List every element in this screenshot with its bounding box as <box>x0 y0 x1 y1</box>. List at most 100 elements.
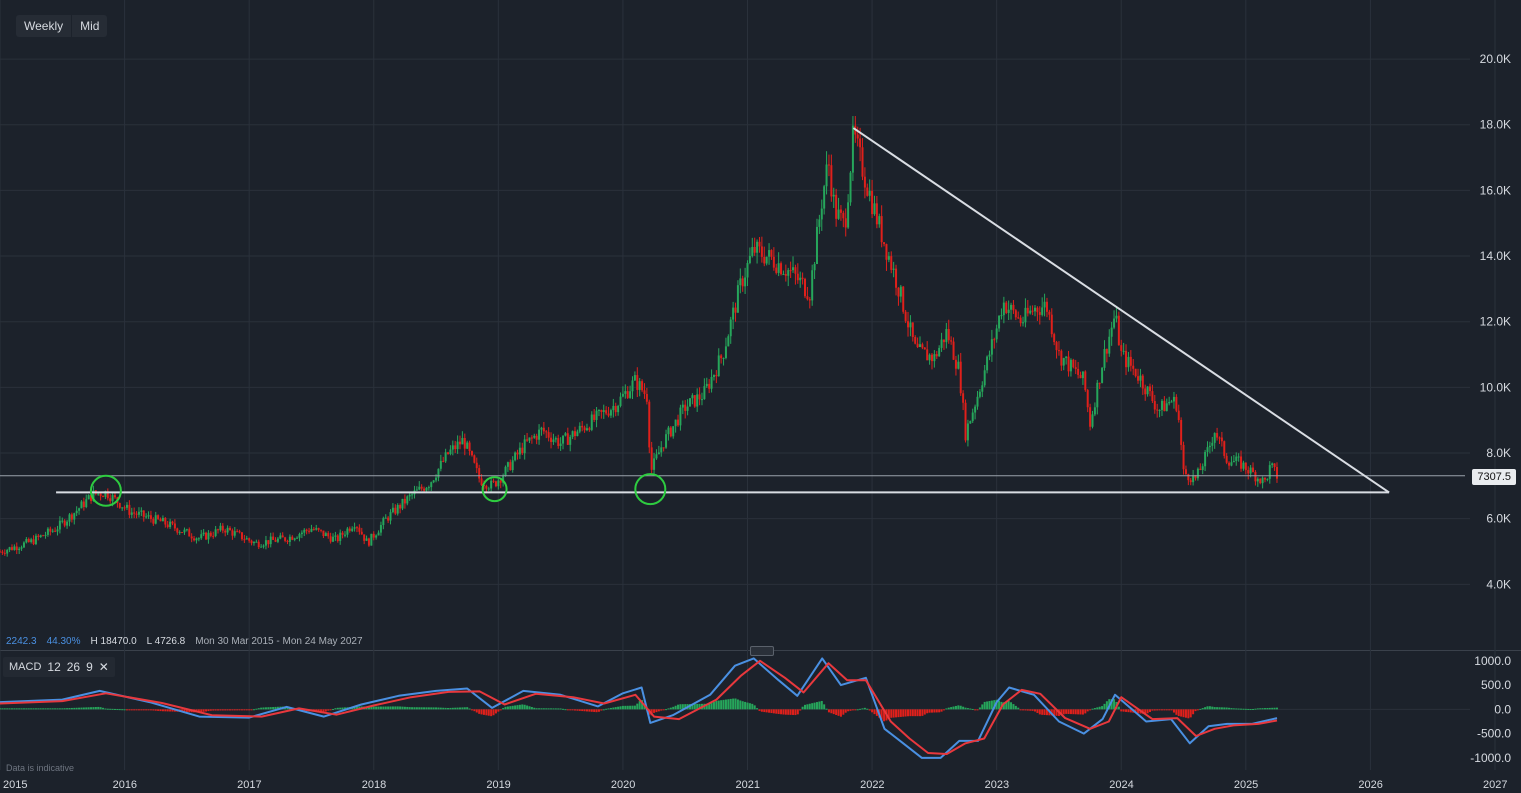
macd-histogram-bar <box>947 707 950 710</box>
candle-body <box>945 328 948 343</box>
macd-histogram-bar <box>641 700 644 710</box>
candle-body <box>1120 345 1123 351</box>
candle-body <box>178 532 181 534</box>
macd-histogram-bar <box>1079 709 1082 715</box>
macd-histogram-bar <box>540 708 543 710</box>
candle-body <box>1057 350 1060 352</box>
macd-histogram-bar <box>159 709 162 712</box>
candle-body <box>54 530 57 532</box>
candle-body <box>58 520 61 530</box>
candle-body <box>1225 455 1228 463</box>
x-tick-label: 2022 <box>860 779 884 791</box>
candle-body <box>375 535 378 538</box>
candle-body <box>650 447 653 470</box>
candle-body <box>827 164 830 166</box>
candle-body <box>1043 301 1046 308</box>
candle-body <box>485 485 488 489</box>
macd-histogram-bar <box>1168 709 1171 711</box>
candle-body <box>930 354 933 362</box>
panel-resize-handle[interactable] <box>750 646 774 656</box>
macd-histogram-bar <box>408 707 411 710</box>
candle-body <box>746 262 749 278</box>
candle-body <box>214 529 217 537</box>
macd-histogram-bar <box>209 709 212 711</box>
macd-histogram-bar <box>753 705 756 710</box>
macd-histogram-bar <box>660 709 663 711</box>
candle-body <box>815 226 818 265</box>
candle-body <box>1256 478 1259 482</box>
candle-body <box>540 427 543 430</box>
macd-histogram-bar <box>1189 709 1192 718</box>
macd-histogram-bar <box>585 709 588 712</box>
candle-body <box>1218 437 1221 439</box>
macd-histogram-bar <box>993 700 996 710</box>
macd-histogram-bar <box>15 708 18 710</box>
candle-body <box>444 452 447 462</box>
macd-histogram-bar <box>1117 706 1120 710</box>
candle-body <box>13 546 16 550</box>
price-type-button[interactable]: Mid <box>71 15 107 37</box>
macd-histogram-bar <box>792 709 795 715</box>
macd-histogram-bar <box>693 703 696 710</box>
macd-histogram-bar <box>983 701 986 710</box>
macd-histogram-bar <box>185 709 188 713</box>
macd-histogram-bar <box>1271 707 1274 710</box>
candle-body <box>938 347 941 357</box>
candle-body <box>1036 307 1039 313</box>
candle-body <box>880 216 883 243</box>
macd-histogram-bar <box>420 707 423 710</box>
macd-histogram-bar <box>63 708 66 710</box>
macd-histogram-bar <box>988 701 991 710</box>
macd-histogram-bar <box>583 709 586 712</box>
candle-body <box>1105 349 1108 354</box>
candle-body <box>257 541 260 548</box>
macd-histogram-bar <box>578 709 581 711</box>
macd-histogram-bar <box>1103 703 1106 710</box>
candle-body <box>847 202 850 228</box>
candle-body <box>468 442 471 452</box>
macd-histogram-bar <box>161 709 164 712</box>
macd-histogram-bar <box>37 708 40 710</box>
candle-body <box>63 520 66 526</box>
macd-histogram-bar <box>164 709 167 712</box>
macd-histogram-bar <box>437 707 440 710</box>
macd-legend[interactable]: MACD 12 26 9 ✕ <box>3 657 115 677</box>
candle-body <box>262 545 265 547</box>
macd-histogram-bar <box>487 709 490 716</box>
candle-body <box>950 340 953 342</box>
macd-histogram-bar <box>914 709 917 717</box>
macd-histogram-bar <box>1208 706 1211 710</box>
candle-body <box>27 538 30 543</box>
macd-histogram-bar <box>954 705 957 710</box>
macd-histogram-bar <box>1 708 4 710</box>
close-icon[interactable]: ✕ <box>98 660 109 674</box>
candle-body <box>1177 410 1180 421</box>
macd-histogram-bar <box>597 709 600 712</box>
candle-body <box>1199 468 1202 470</box>
candle-body <box>430 482 433 488</box>
macd-histogram-bar <box>1041 709 1044 715</box>
candle-body <box>1000 315 1003 317</box>
candle-body <box>245 538 248 540</box>
candle-body <box>902 286 905 312</box>
x-tick-label: 2019 <box>486 779 510 791</box>
macd-histogram-bar <box>217 709 220 711</box>
macd-histogram-bar <box>403 706 406 710</box>
candle-body <box>130 512 133 515</box>
macd-tick-label: -500.0 <box>1477 727 1511 741</box>
macd-histogram-bar <box>97 706 100 710</box>
macd-histogram-bar <box>854 709 857 711</box>
candle-body <box>46 528 49 535</box>
macd-histogram-bar <box>1256 708 1259 710</box>
change-percent: 44.30% <box>46 636 81 647</box>
interval-button[interactable]: Weekly <box>24 19 64 33</box>
candle-body <box>849 172 852 203</box>
candle-body <box>863 176 866 188</box>
low-value: L 4726.8 <box>146 636 186 647</box>
candle-body <box>1266 478 1269 480</box>
macd-histogram-bar <box>981 704 984 710</box>
macd-histogram-bar <box>171 709 174 712</box>
macd-histogram-bar <box>626 705 629 710</box>
macd-histogram-bar <box>880 709 883 720</box>
